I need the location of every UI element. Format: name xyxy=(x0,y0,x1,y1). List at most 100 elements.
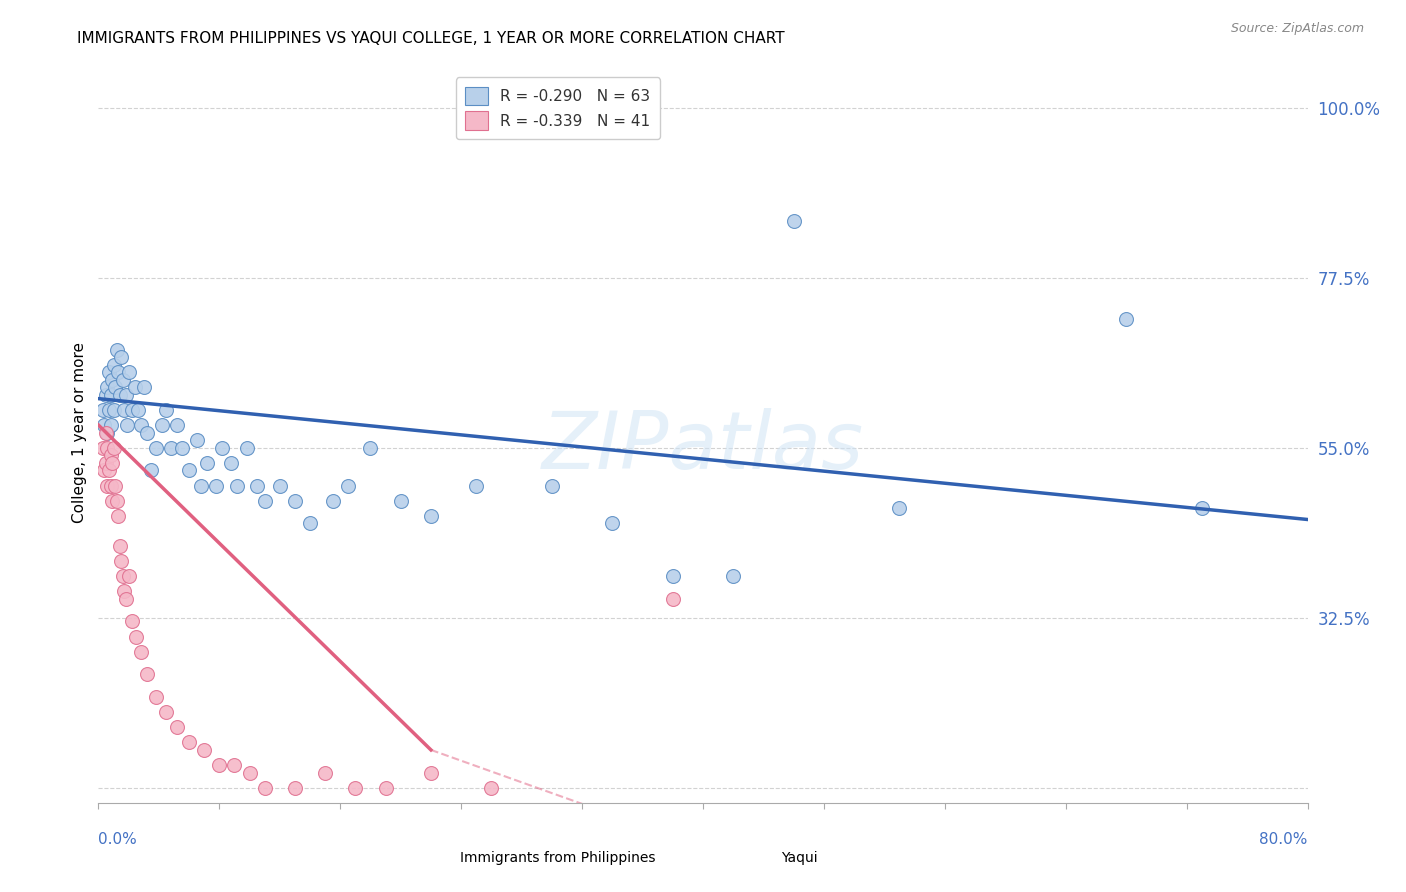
Point xyxy=(96,425,118,440)
Point xyxy=(166,720,188,734)
Point xyxy=(170,441,193,455)
Point xyxy=(103,358,125,372)
Point xyxy=(155,403,177,417)
Point xyxy=(121,615,143,629)
Point xyxy=(96,380,118,394)
Text: Immigrants from Philippines: Immigrants from Philippines xyxy=(460,851,655,865)
Text: 80.0%: 80.0% xyxy=(1260,832,1308,847)
Point xyxy=(94,456,117,470)
Point xyxy=(132,380,155,394)
Legend: R = -0.290   N = 63, R = -0.339   N = 41: R = -0.290 N = 63, R = -0.339 N = 41 xyxy=(456,78,659,139)
Point xyxy=(96,441,118,455)
Point xyxy=(103,441,125,455)
Point xyxy=(322,493,344,508)
Point xyxy=(253,493,276,508)
Point xyxy=(125,630,148,644)
Point xyxy=(135,425,157,440)
Point xyxy=(115,418,138,433)
Point xyxy=(661,569,683,583)
Point xyxy=(101,456,124,470)
Point xyxy=(124,380,146,394)
Point xyxy=(145,441,167,455)
Text: IMMIGRANTS FROM PHILIPPINES VS YAQUI COLLEGE, 1 YEAR OR MORE CORRELATION CHART: IMMIGRANTS FROM PHILIPPINES VS YAQUI COL… xyxy=(77,31,785,46)
Point xyxy=(108,539,131,553)
Point xyxy=(105,343,128,357)
Point xyxy=(420,508,443,523)
Point xyxy=(195,456,218,470)
Point xyxy=(108,388,131,402)
Point xyxy=(93,418,115,433)
Text: 0.0%: 0.0% xyxy=(98,832,138,847)
Y-axis label: College, 1 year or more: College, 1 year or more xyxy=(72,343,87,523)
Point xyxy=(107,365,129,379)
Point xyxy=(540,478,562,492)
Point xyxy=(661,591,683,606)
Point xyxy=(96,478,118,492)
Point xyxy=(107,508,129,523)
Point xyxy=(224,758,246,772)
Point xyxy=(110,554,132,568)
Text: ZIPatlas: ZIPatlas xyxy=(541,409,865,486)
Text: Yaqui: Yaqui xyxy=(782,851,818,865)
Point xyxy=(239,765,262,780)
Point xyxy=(374,780,396,795)
Point xyxy=(336,478,359,492)
Point xyxy=(129,418,152,433)
Point xyxy=(127,403,149,417)
Point xyxy=(1115,312,1137,326)
Point xyxy=(284,780,307,795)
Point xyxy=(314,765,336,780)
Point xyxy=(94,388,117,402)
Point xyxy=(111,569,134,583)
Point xyxy=(111,373,134,387)
Point xyxy=(98,463,121,477)
Point xyxy=(93,463,115,477)
Point xyxy=(420,765,443,780)
Point xyxy=(783,214,806,228)
Point xyxy=(100,388,122,402)
Point xyxy=(186,433,208,447)
Point xyxy=(98,403,121,417)
Point xyxy=(190,478,212,492)
Point xyxy=(101,493,124,508)
Point xyxy=(602,516,624,531)
Point xyxy=(105,493,128,508)
Point xyxy=(179,463,201,477)
Point xyxy=(179,735,201,749)
Point xyxy=(389,493,412,508)
Point xyxy=(208,758,231,772)
Point xyxy=(723,569,745,583)
Point xyxy=(121,403,143,417)
Point xyxy=(246,478,269,492)
Point xyxy=(465,478,488,492)
Point xyxy=(114,388,136,402)
Point xyxy=(100,478,122,492)
Point xyxy=(100,448,122,462)
Point xyxy=(104,380,127,394)
FancyBboxPatch shape xyxy=(467,851,503,870)
Point xyxy=(481,780,503,795)
Point xyxy=(205,478,228,492)
Point xyxy=(103,403,125,417)
Point xyxy=(284,493,307,508)
Point xyxy=(889,501,911,516)
Point xyxy=(226,478,249,492)
Point xyxy=(112,403,135,417)
Point xyxy=(135,667,157,681)
Point xyxy=(141,463,163,477)
Point xyxy=(94,425,117,440)
Point xyxy=(253,780,276,795)
Point xyxy=(360,441,382,455)
Point xyxy=(211,441,233,455)
Point xyxy=(160,441,183,455)
Point xyxy=(155,705,177,719)
Point xyxy=(118,365,141,379)
Point xyxy=(150,418,173,433)
Point xyxy=(235,441,257,455)
Point xyxy=(299,516,322,531)
Text: Source: ZipAtlas.com: Source: ZipAtlas.com xyxy=(1230,22,1364,36)
Point xyxy=(129,645,152,659)
Point xyxy=(110,350,132,364)
Point xyxy=(100,418,122,433)
Point xyxy=(91,403,114,417)
